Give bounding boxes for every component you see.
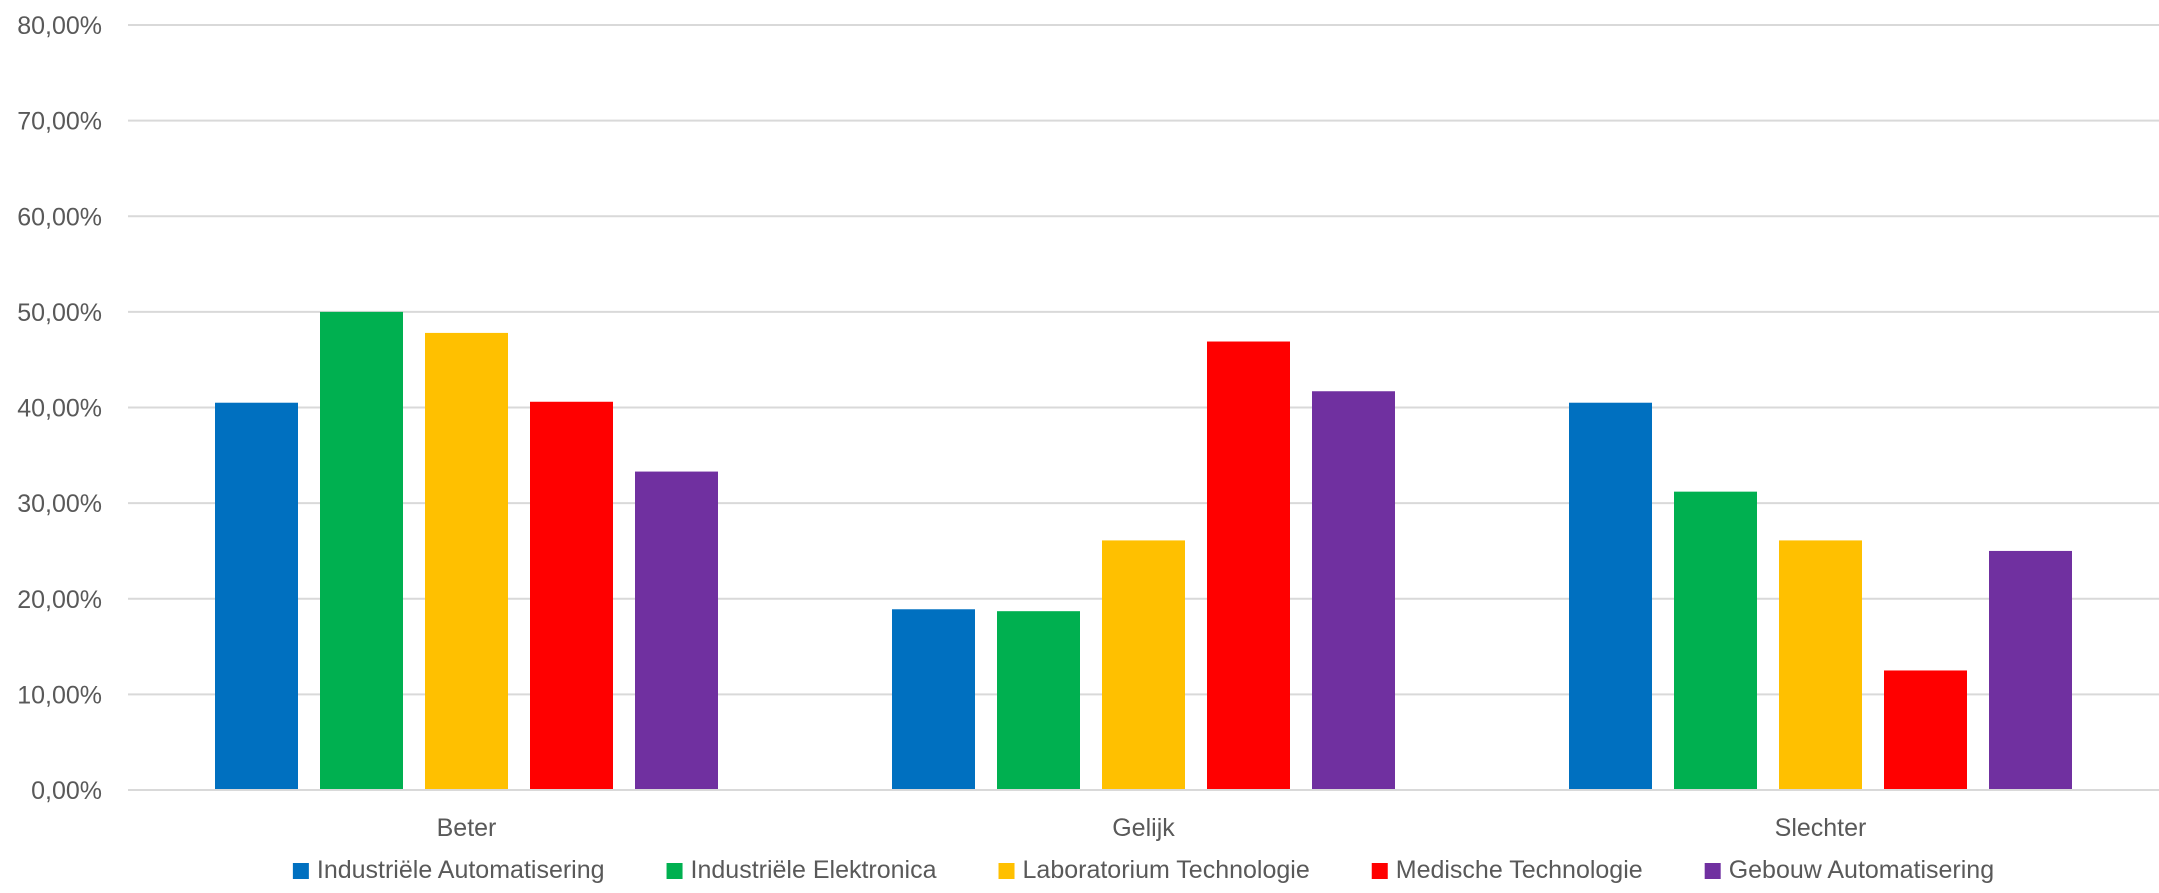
bar bbox=[1569, 402, 1652, 790]
bar bbox=[1102, 540, 1185, 790]
bar bbox=[997, 611, 1080, 790]
bar bbox=[1884, 670, 1967, 790]
legend-item: Medische Technologie bbox=[1371, 856, 1643, 884]
y-tick-label: 0,00% bbox=[31, 777, 102, 805]
bar bbox=[530, 401, 613, 790]
legend-swatch bbox=[998, 863, 1015, 879]
bar bbox=[1674, 491, 1757, 790]
legend-swatch bbox=[1704, 863, 1721, 879]
y-tick-label: 50,00% bbox=[17, 299, 102, 327]
bar bbox=[215, 402, 298, 790]
y-tick-label: 70,00% bbox=[17, 108, 102, 136]
y-tick-label: 80,00% bbox=[17, 12, 102, 40]
y-tick-label: 30,00% bbox=[17, 490, 102, 518]
bars bbox=[215, 311, 2072, 790]
bar bbox=[635, 471, 718, 790]
x-category-label: Gelijk bbox=[1112, 814, 1175, 842]
bar bbox=[425, 332, 508, 790]
legend-item: Industriële Elektronica bbox=[666, 856, 937, 884]
legend-item: Laboratorium Technologie bbox=[998, 856, 1310, 884]
legend-label: Gebouw Automatisering bbox=[1729, 856, 1994, 884]
bar bbox=[892, 609, 975, 790]
y-tick-label: 10,00% bbox=[17, 681, 102, 709]
legend-label: Laboratorium Technologie bbox=[1023, 856, 1310, 884]
legend-label: Industriële Elektronica bbox=[691, 856, 937, 884]
legend: Industriële Automatisering Industriële El… bbox=[292, 856, 1994, 884]
bar bbox=[320, 311, 403, 790]
bar bbox=[1312, 391, 1395, 790]
legend-swatch bbox=[1371, 863, 1388, 879]
bar bbox=[1207, 341, 1290, 790]
legend-swatch bbox=[292, 863, 309, 879]
y-tick-label: 60,00% bbox=[17, 203, 102, 231]
legend-item: Gebouw Automatisering bbox=[1704, 856, 1994, 884]
y-tick-label: 40,00% bbox=[17, 395, 102, 423]
y-axis-tick-labels: 0,00% 10,00% 20,00% 30,00% 40,00% 50,00% 60,00… bbox=[17, 12, 102, 805]
bar bbox=[1779, 540, 1862, 790]
x-category-label: Slechter bbox=[1775, 814, 1867, 842]
x-category-label: Beter bbox=[437, 814, 497, 842]
x-axis-category-labels: Beter Gelijk Slechter bbox=[437, 814, 1867, 842]
legend-swatch bbox=[666, 863, 683, 879]
legend-label: Medische Technologie bbox=[1396, 856, 1643, 884]
legend-label: Industriële Automatisering bbox=[317, 856, 605, 884]
bar bbox=[1989, 550, 2072, 790]
y-tick-label: 20,00% bbox=[17, 586, 102, 614]
legend-item: Industriële Automatisering bbox=[292, 856, 605, 884]
